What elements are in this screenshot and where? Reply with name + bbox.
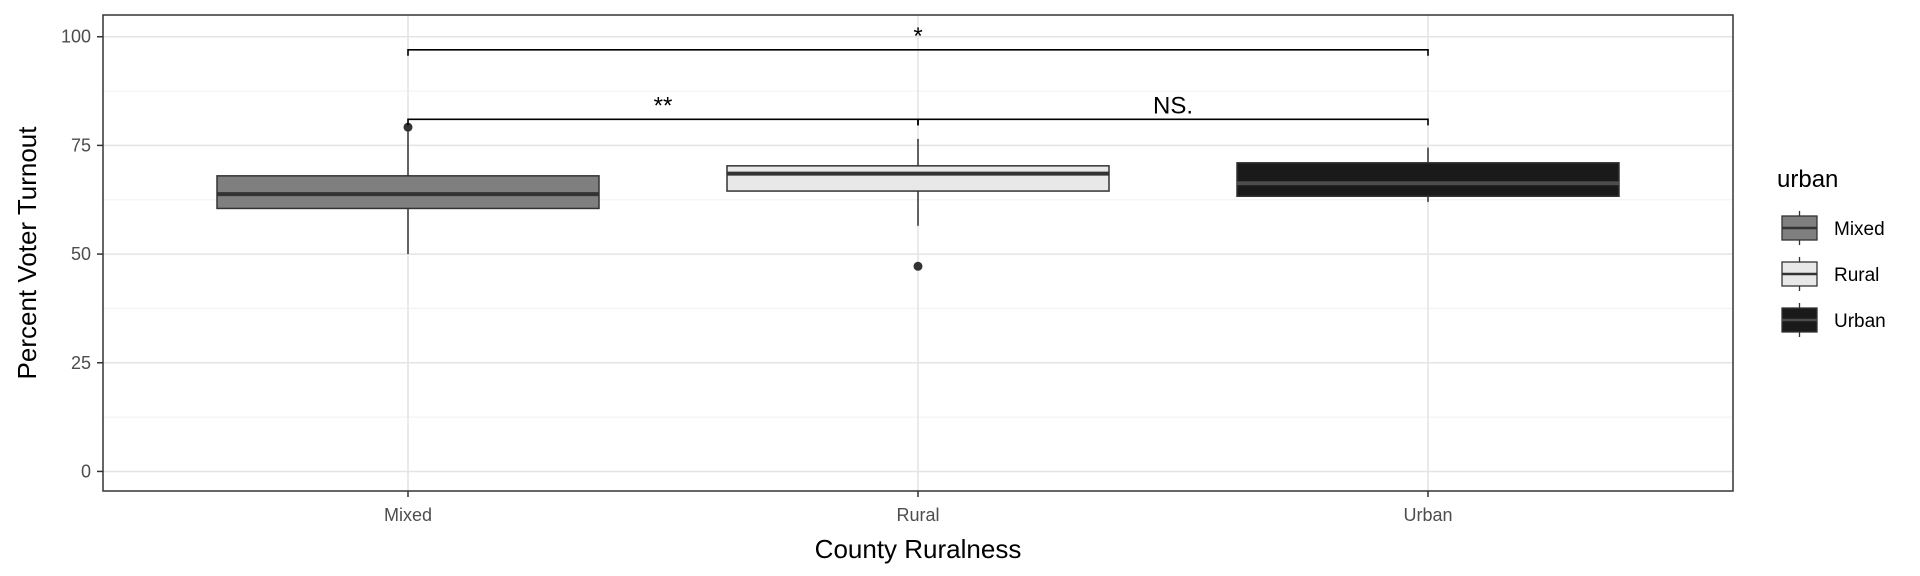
legend-label: Mixed: [1834, 219, 1885, 240]
legend-item-urban: Urban: [1781, 303, 1886, 337]
box-mixed: [216, 122, 600, 255]
x-axis: Mixed Rural Urban: [384, 491, 1453, 525]
x-tick-label: Urban: [1403, 505, 1452, 525]
outlier-point: [403, 122, 413, 132]
legend-title: urban: [1777, 166, 1838, 193]
box-body: [726, 165, 1110, 192]
y-axis-title: Percent Voter Turnout: [12, 126, 42, 380]
legend-label: Urban: [1834, 311, 1886, 332]
significance-brackets: *** NS.: [407, 23, 1429, 126]
significance-label: *: [913, 23, 922, 50]
legend: urban Mixed Rural Urban: [1777, 166, 1886, 337]
y-tick-label: 25: [71, 353, 91, 373]
legend-item-mixed: Mixed: [1781, 211, 1885, 245]
x-axis-title: County Ruralness: [815, 534, 1022, 564]
y-tick-label: 75: [71, 135, 91, 155]
y-axis: 0 25 50 75 100: [61, 27, 103, 481]
bracket-rural-urban: [917, 118, 1429, 126]
box-body: [1236, 162, 1620, 198]
box-urban: [1236, 147, 1620, 202]
outlier-point: [913, 261, 923, 271]
box-rural: [726, 138, 1110, 271]
x-tick-label: Mixed: [384, 505, 432, 525]
significance-label: **: [654, 92, 673, 119]
y-tick-label: 100: [61, 27, 91, 47]
bracket-mixed-urban: [407, 48, 1429, 56]
legend-item-rural: Rural: [1781, 257, 1879, 291]
y-tick-label: 0: [81, 461, 91, 481]
significance-label: NS.: [1153, 92, 1193, 119]
x-tick-label: Rural: [896, 505, 939, 525]
y-tick-label: 50: [71, 244, 91, 264]
legend-label: Rural: [1834, 265, 1879, 286]
